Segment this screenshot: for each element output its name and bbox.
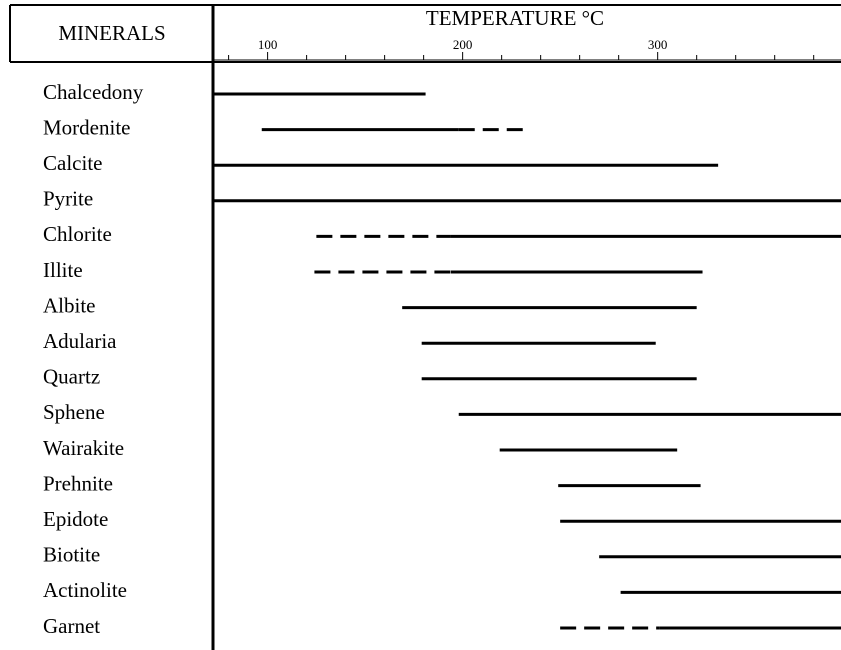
category-label: Pyrite — [43, 187, 93, 211]
category-label: Illite — [43, 258, 83, 282]
category-label: Garnet — [43, 614, 100, 638]
category-label: Chalcedony — [43, 80, 144, 104]
category-label: Biotite — [43, 543, 100, 567]
x-tick-label: 200 — [453, 37, 473, 52]
x-tick-label: 100 — [258, 37, 278, 52]
x-axis-label: TEMPERATURE °C — [426, 6, 604, 30]
category-label: Actinolite — [43, 578, 127, 602]
category-label: Chlorite — [43, 222, 112, 246]
category-label: Adularia — [43, 329, 117, 353]
category-label: Sphene — [43, 400, 105, 424]
category-label: Albite — [43, 293, 96, 317]
category-label: Prehnite — [43, 471, 113, 495]
category-label: Wairakite — [43, 436, 124, 460]
category-label: Quartz — [43, 365, 100, 389]
category-header: MINERALS — [58, 21, 165, 45]
x-tick-label: 300 — [648, 37, 668, 52]
category-label: Calcite — [43, 151, 102, 175]
category-label: Epidote — [43, 507, 108, 531]
category-label: Mordenite — [43, 115, 130, 139]
